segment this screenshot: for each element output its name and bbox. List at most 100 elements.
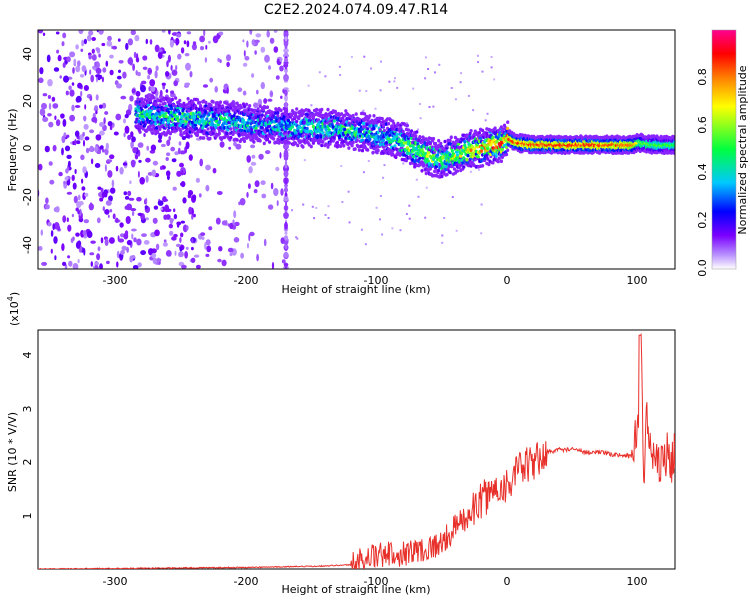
noise-blob	[141, 233, 147, 238]
noise-blob	[118, 238, 125, 243]
noise-blob	[273, 46, 279, 53]
noise-blob	[62, 118, 67, 127]
noise-blob	[165, 89, 169, 93]
noise-blob	[157, 139, 162, 143]
ridge-mark	[376, 130, 380, 135]
noise-blob	[165, 71, 170, 77]
noise-speck	[295, 236, 298, 239]
ridge-mark	[340, 112, 344, 116]
noise-speck	[370, 67, 372, 70]
noise-speck	[381, 233, 384, 236]
noise-blob	[105, 60, 109, 67]
noise-blob	[126, 239, 132, 246]
noise-speck	[484, 119, 487, 122]
noise-speck	[480, 232, 483, 235]
ridge-mark	[301, 134, 305, 138]
noise-blob	[283, 31, 289, 38]
noise-blob	[283, 251, 289, 259]
ridge-mark	[158, 127, 162, 131]
noise-blob	[107, 35, 112, 42]
noise-blob	[279, 152, 282, 159]
noise-blob	[198, 193, 202, 198]
noise-blob	[94, 61, 97, 67]
spectrogram-y-ticks: 40 20 0 -20 -40	[21, 47, 34, 254]
colorbar-tick-label: 0.2	[696, 211, 709, 229]
ridge-mark	[355, 138, 359, 143]
y-tick-label: 1	[21, 513, 34, 520]
noise-blob	[121, 245, 127, 251]
noise-blob	[58, 171, 63, 177]
ridge-mark	[301, 112, 305, 116]
noise-blob	[253, 189, 258, 194]
noise-blob	[166, 139, 171, 146]
noise-blob	[221, 259, 227, 267]
noise-blob	[93, 107, 99, 112]
noise-blob	[214, 86, 218, 93]
ridge-mark	[257, 111, 261, 115]
ridge-mark	[206, 127, 210, 131]
ridge-mark	[476, 155, 480, 159]
ridge-mark	[360, 148, 365, 153]
ridge-mark	[248, 104, 252, 108]
noise-speck	[490, 66, 493, 69]
noise-blob	[90, 240, 96, 244]
noise-speck	[394, 77, 396, 80]
ridge-mark	[485, 131, 489, 135]
ridge-mark	[440, 161, 444, 165]
noise-blob	[66, 217, 69, 222]
noise-blob	[186, 40, 190, 48]
noise-blob	[254, 39, 260, 43]
noise-blob	[95, 110, 98, 115]
noise-blob	[273, 188, 279, 196]
ridge-mark	[321, 131, 325, 135]
ridge-mark	[146, 103, 150, 107]
noise-blob	[178, 253, 183, 257]
noise-blob	[99, 122, 105, 127]
noise-speck	[415, 178, 418, 181]
noise-blob	[69, 114, 75, 122]
noise-blob	[164, 204, 170, 213]
ridge-mark	[231, 131, 235, 135]
ridge-mark	[207, 112, 211, 117]
ridge-mark	[500, 147, 504, 152]
noise-blob	[143, 133, 146, 137]
noise-blob	[257, 98, 263, 107]
ridge-mark	[445, 172, 449, 177]
noise-blob	[75, 44, 79, 50]
ridge-mark	[390, 124, 394, 128]
noise-blob	[167, 54, 171, 63]
noise-blob	[80, 48, 84, 52]
ridge-mark	[225, 131, 229, 136]
ridge-mark	[335, 121, 339, 126]
noise-blob	[232, 219, 235, 225]
noise-blob	[104, 164, 107, 172]
noise-blob	[284, 236, 288, 241]
noise-blob	[139, 177, 145, 185]
noise-speck	[428, 106, 431, 108]
colorbar-tick-label: 0.4	[696, 163, 709, 181]
ridge-mark	[189, 134, 193, 138]
ridge-mark	[376, 148, 380, 153]
noise-blob	[284, 244, 288, 250]
ridge-mark	[252, 140, 256, 144]
noise-blob	[248, 166, 253, 174]
noise-blob	[38, 30, 44, 34]
ridge-mark	[227, 109, 231, 113]
noise-speck	[393, 80, 396, 83]
noise-blob	[195, 177, 200, 183]
noise-blob	[88, 54, 92, 60]
ridge-mark	[166, 107, 170, 112]
ridge-mark	[250, 127, 254, 132]
ridge-mark	[281, 137, 285, 141]
noise-blob	[155, 65, 159, 71]
noise-blob	[193, 254, 200, 258]
noise-speck	[303, 159, 306, 162]
noise-blob	[95, 134, 102, 141]
noise-blob	[145, 175, 149, 183]
ridge-mark	[350, 143, 354, 148]
noise-speck	[310, 104, 313, 107]
noise-blob	[171, 158, 177, 163]
noise-blob	[135, 70, 138, 76]
noise-blob	[185, 225, 189, 231]
noise-blob	[89, 145, 94, 152]
